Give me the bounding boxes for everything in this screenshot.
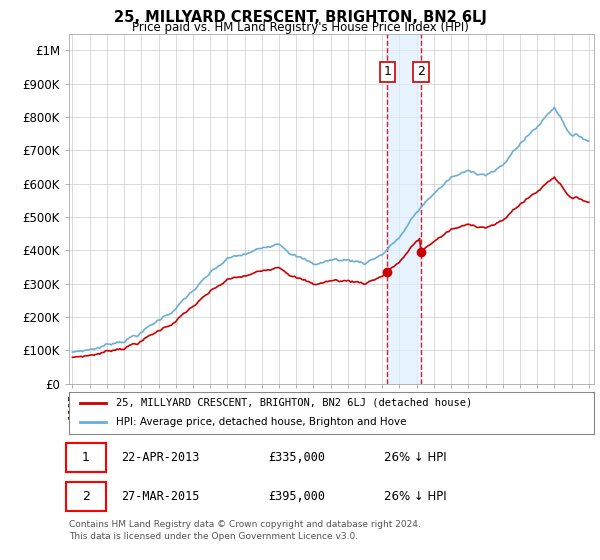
Text: Contains HM Land Registry data © Crown copyright and database right 2024.: Contains HM Land Registry data © Crown c… [69,520,421,529]
Text: 25, MILLYARD CRESCENT, BRIGHTON, BN2 6LJ: 25, MILLYARD CRESCENT, BRIGHTON, BN2 6LJ [113,10,487,25]
Text: HPI: Average price, detached house, Brighton and Hove: HPI: Average price, detached house, Brig… [116,417,407,427]
Text: 22-APR-2013: 22-APR-2013 [121,451,200,464]
Text: 26% ↓ HPI: 26% ↓ HPI [384,490,446,503]
Bar [388,34,421,384]
Text: 2: 2 [82,490,90,503]
Text: 2: 2 [417,66,425,78]
Text: 25, MILLYARD CRESCENT, BRIGHTON, BN2 6LJ (detached house): 25, MILLYARD CRESCENT, BRIGHTON, BN2 6LJ… [116,398,473,408]
Text: £335,000: £335,000 [269,451,325,464]
Text: 1: 1 [383,66,391,78]
Text: £395,000: £395,000 [269,490,325,503]
Text: 27-MAR-2015: 27-MAR-2015 [121,490,200,503]
Text: This data is licensed under the Open Government Licence v3.0.: This data is licensed under the Open Gov… [69,532,358,541]
FancyBboxPatch shape [67,444,106,472]
Text: 26% ↓ HPI: 26% ↓ HPI [384,451,446,464]
FancyBboxPatch shape [67,482,106,511]
Text: Price paid vs. HM Land Registry's House Price Index (HPI): Price paid vs. HM Land Registry's House … [131,21,469,34]
Text: 1: 1 [82,451,90,464]
